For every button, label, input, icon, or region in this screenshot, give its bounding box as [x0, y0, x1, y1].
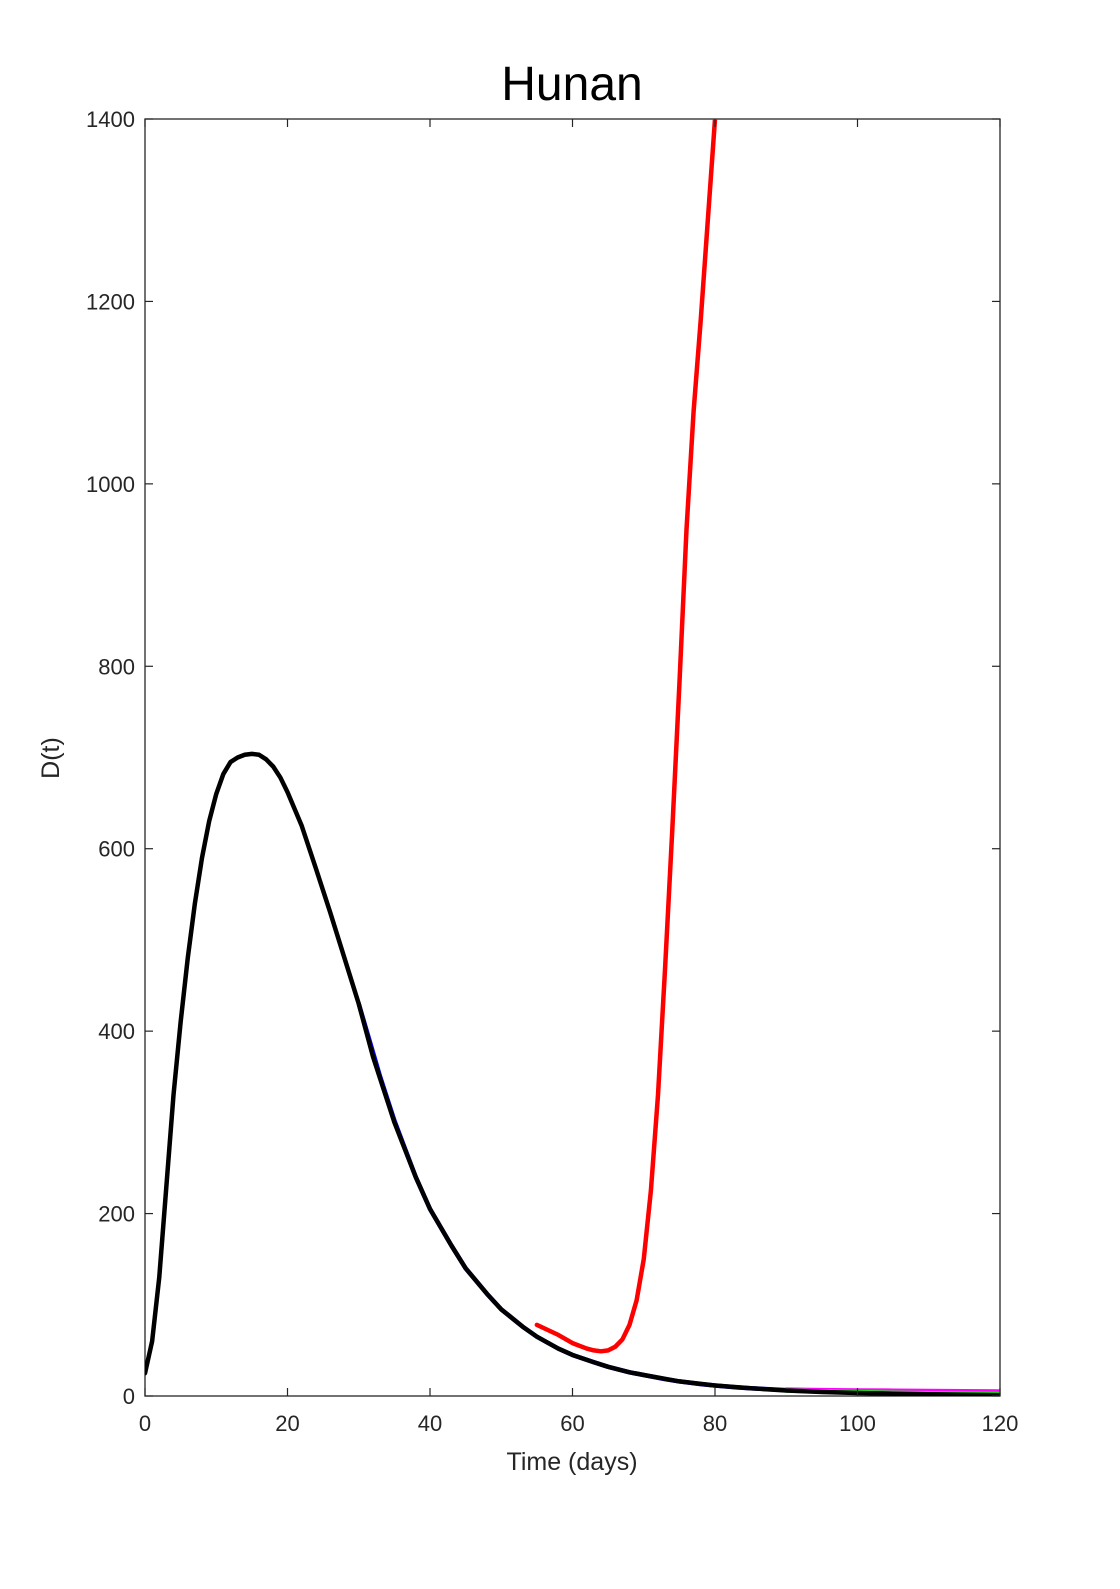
x-tick-label: 80: [703, 1411, 727, 1436]
y-tick-label: 0: [123, 1384, 135, 1409]
x-axis-ticks: 0 20 40 60 80 100 120: [139, 119, 1018, 1436]
x-axis-label: Time (days): [506, 1448, 637, 1476]
x-tick-label: 120: [982, 1411, 1019, 1436]
plot-area: [144, 118, 1001, 1397]
x-tick-label: 0: [139, 1411, 151, 1436]
y-axis-ticks: 0 200 400 600 800 1000 1200 1400: [86, 107, 1000, 1409]
axes-box: [144, 118, 1001, 1397]
x-tick-label: 60: [560, 1411, 584, 1436]
y-tick-label: 1400: [86, 107, 135, 132]
y-tick-label: 1200: [86, 289, 135, 314]
y-tick-label: 600: [98, 837, 135, 862]
series-layer: [145, 119, 1000, 1396]
y-tick-label: 200: [98, 1202, 135, 1227]
y-tick-label: 400: [98, 1019, 135, 1044]
y-axis-label: D(t): [37, 737, 65, 779]
x-tick-label: 40: [418, 1411, 442, 1436]
x-tick-label: 20: [275, 1411, 299, 1436]
series-line: [534, 119, 718, 1354]
y-tick-label: 1000: [86, 472, 135, 497]
y-tick-label: 800: [98, 654, 135, 679]
chart-title: Hunan: [501, 58, 642, 111]
series-line: [145, 751, 1000, 1396]
x-tick-label: 100: [839, 1411, 876, 1436]
